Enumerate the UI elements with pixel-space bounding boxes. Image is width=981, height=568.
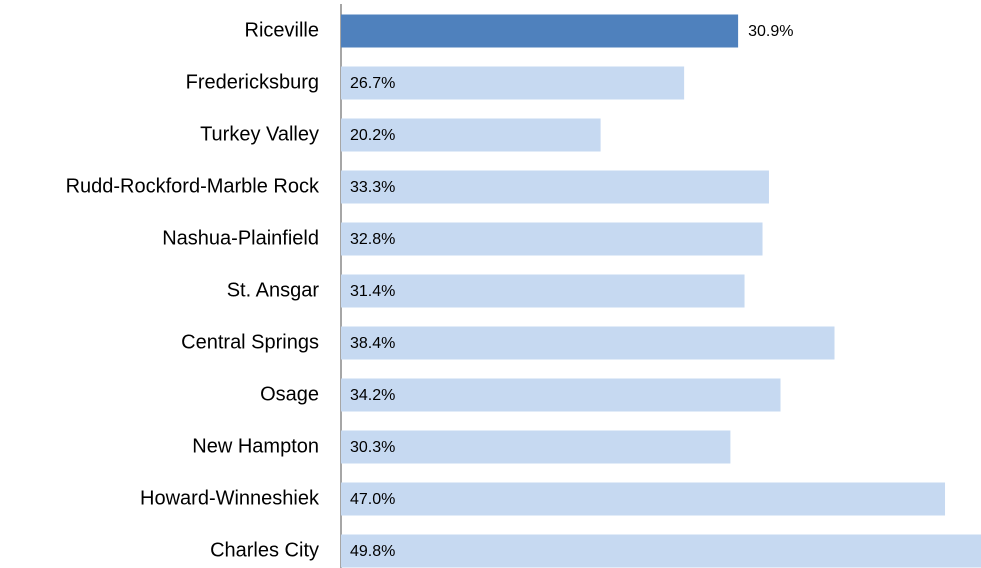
value-label: 34.2% [350, 387, 395, 404]
value-label: 32.8% [350, 231, 395, 248]
value-label: 38.4% [350, 335, 395, 352]
value-label: 49.8% [350, 543, 395, 560]
category-label: Turkey Valley [200, 123, 319, 145]
value-label: 20.2% [350, 127, 395, 144]
value-label: 30.3% [350, 439, 395, 456]
bar [341, 118, 601, 152]
bar [341, 534, 981, 568]
bar [341, 14, 739, 48]
category-label: Riceville [245, 19, 319, 41]
category-label: New Hampton [192, 435, 319, 457]
bar [341, 66, 685, 100]
bar [341, 326, 835, 360]
category-label: Charles City [210, 539, 319, 561]
category-label: Central Springs [181, 331, 319, 353]
category-label: Rudd-Rockford-Marble Rock [66, 175, 320, 197]
value-label: 47.0% [350, 491, 395, 508]
bar [341, 378, 781, 412]
bar [341, 430, 731, 464]
bar [341, 482, 946, 516]
category-label: Nashua-Plainfield [162, 227, 319, 249]
value-label: 30.9% [748, 23, 793, 40]
category-label: Fredericksburg [186, 71, 319, 93]
bar [341, 222, 763, 256]
category-label: St. Ansgar [227, 279, 320, 301]
value-label: 31.4% [350, 283, 395, 300]
value-label: 33.3% [350, 179, 395, 196]
category-label: Osage [260, 383, 319, 405]
bar [341, 274, 745, 308]
bar [341, 170, 769, 204]
category-label: Howard-Winneshiek [140, 487, 320, 509]
value-label: 26.7% [350, 75, 395, 92]
